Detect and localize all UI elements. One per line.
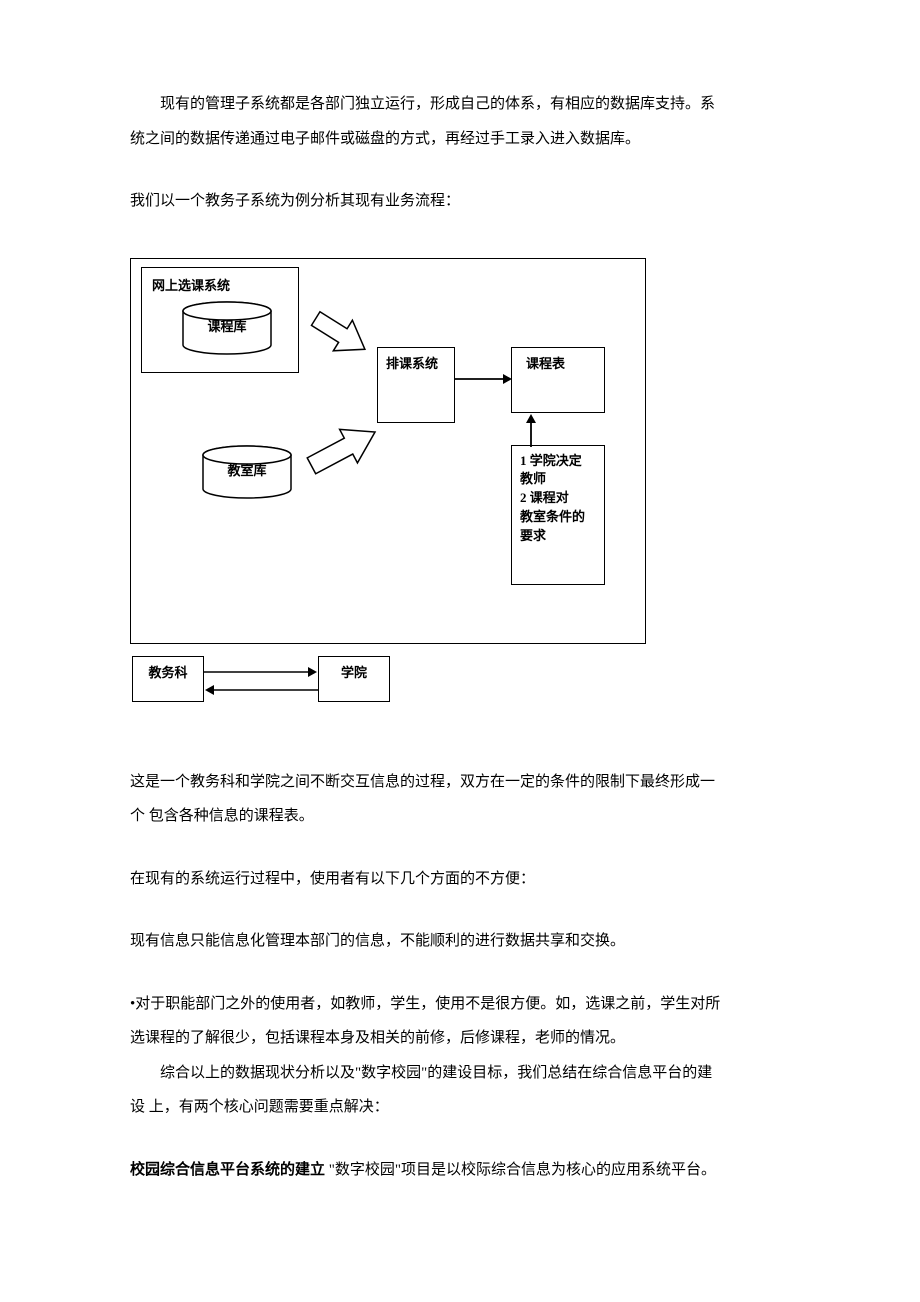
paragraph-8-rest: "数字校园"项目是以校际综合信息为核心的应用系统平台。: [325, 1162, 716, 1178]
label-scheduling: 排课系统: [386, 356, 438, 371]
box-constraints: 1 学院决定 教师 2 课程对 教室条件的 要求: [511, 445, 605, 585]
label-college: 学院: [341, 661, 367, 686]
cylinder-course-db: 课程库: [181, 301, 273, 357]
paragraph-7-l2: 设 上，有两个核心问题需要重点解决：: [130, 1093, 790, 1122]
paragraph-1-line-1: 现有的管理子系统都是各部门独立运行，形成自己的体系，有相应的数据库支持。系: [130, 90, 790, 119]
label-room-db: 教室库: [201, 459, 293, 484]
diagram-container: 网上选课系统 课程库 教室库: [130, 258, 790, 712]
label-online-course: 网上选课系统: [152, 278, 230, 293]
constraint-l3: 2 课程对: [520, 489, 596, 508]
paragraph-8: 校园综合信息平台系统的建立 "数字校园"项目是以校际综合信息为核心的应用系统平台…: [130, 1156, 790, 1185]
paragraph-5: 现有信息只能信息化管理本部门的信息，不能顺利的进行数据共享和交换。: [130, 927, 790, 956]
box-college: 学院: [318, 656, 390, 702]
paragraph-8-bold: 校园综合信息平台系统的建立: [130, 1162, 325, 1178]
paragraph-6-l1: •对于职能部门之外的使用者，如教师，学生，使用不是很方便。如，选课之前，学生对所: [130, 990, 790, 1019]
paragraph-6-l2: 选课程的了解很少，包括课程本身及相关的前修，后修课程，老师的情况。: [130, 1024, 790, 1053]
paragraph-7-l1: 综合以上的数据现状分析以及"数字校园"的建设目标，我们总结在综合信息平台的建: [130, 1059, 790, 1088]
paragraph-1-line-2: 统之间的数据传递通过电子邮件或磁盘的方式，再经过手工录入进入数据库。: [130, 125, 790, 154]
cylinder-room-db: 教室库: [201, 445, 293, 501]
constraint-l2: 教师: [520, 470, 596, 489]
box-scheduling-system: 排课系统: [377, 347, 455, 423]
arrow-course-to-scheduling-icon: [307, 309, 377, 372]
paragraph-4: 在现有的系统运行过程中，使用者有以下几个方面的不方便：: [130, 865, 790, 894]
constraint-l1: 1 学院决定: [520, 452, 596, 471]
arrow-office-to-college-icon: [204, 666, 318, 678]
diagram-main: 网上选课系统 课程库 教室库: [130, 258, 646, 644]
paragraph-3-l1: 这是一个教务科和学院之间不断交互信息的过程，双方在一定的条件的限制下最终形成一: [130, 768, 790, 797]
paragraph-3-l2: 个 包含各种信息的课程表。: [130, 802, 790, 831]
constraint-l5: 要求: [520, 527, 596, 546]
constraint-l4: 教室条件的: [520, 508, 596, 527]
arrow-constraints-to-curriculum-icon: [523, 413, 539, 447]
label-curriculum: 课程表: [526, 356, 565, 371]
label-academic-office: 教务科: [148, 661, 187, 686]
arrow-room-to-scheduling-icon: [303, 417, 387, 490]
diagram-secondary: 教务科 学院: [130, 656, 644, 712]
arrow-scheduling-to-curriculum-icon: [455, 371, 513, 387]
box-curriculum: 课程表: [511, 347, 605, 413]
paragraph-2: 我们以一个教务子系统为例分析其现有业务流程：: [130, 187, 790, 216]
arrow-college-to-office-icon: [204, 684, 318, 696]
label-course-db: 课程库: [181, 315, 273, 340]
box-academic-office: 教务科: [132, 656, 204, 702]
